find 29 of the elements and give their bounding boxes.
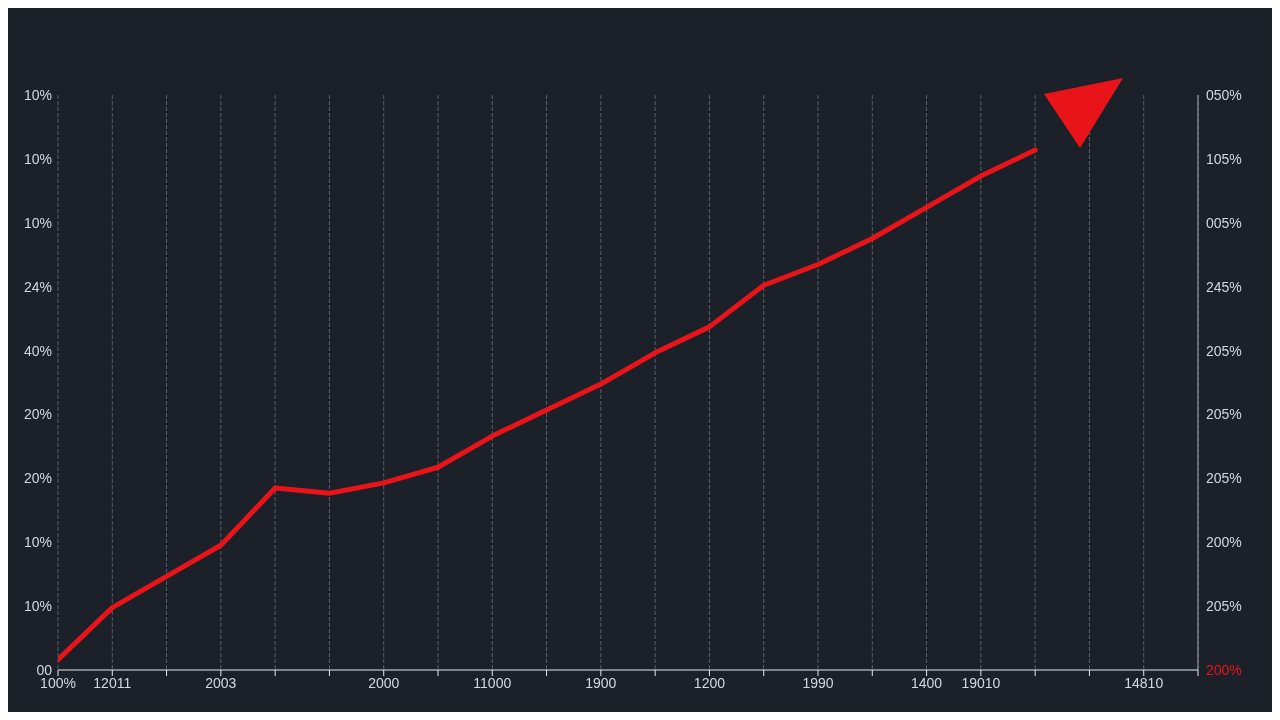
x-tick-label: 1200 <box>693 674 726 691</box>
text: 200% <box>1206 662 1242 678</box>
text: 10% <box>23 214 52 231</box>
x-tick-label: 14810 <box>1124 674 1164 691</box>
x-tick-label: 11000 <box>473 674 512 691</box>
x-tick-label: 1400 <box>910 674 943 691</box>
x-tick-label: 2003 <box>205 674 237 691</box>
x-tick-label: 12011 <box>93 674 132 691</box>
text: 205% <box>1206 342 1242 359</box>
x-tick-label: 19010 <box>961 674 1001 691</box>
text: 40% <box>23 342 52 359</box>
text: 10% <box>23 598 52 615</box>
text: 200% <box>1206 534 1242 551</box>
text: 20% <box>23 470 52 487</box>
text: 20% <box>23 406 52 423</box>
x-tick-label: 1900 <box>585 674 617 691</box>
text: 24% <box>23 278 52 295</box>
text: 105% <box>1206 150 1242 167</box>
text: 10% <box>23 534 52 551</box>
text: 10% <box>23 150 52 167</box>
text: 245% <box>1206 278 1242 295</box>
x-tick-label: 1990 <box>802 674 834 691</box>
text: 005% <box>1206 214 1242 231</box>
x-tick-label: 2000 <box>368 674 400 691</box>
text: 205% <box>1206 598 1242 615</box>
text: 205% <box>1206 470 1242 487</box>
text: 050% <box>1206 87 1242 103</box>
text: 10% <box>23 87 52 103</box>
text: 205% <box>1206 406 1242 423</box>
